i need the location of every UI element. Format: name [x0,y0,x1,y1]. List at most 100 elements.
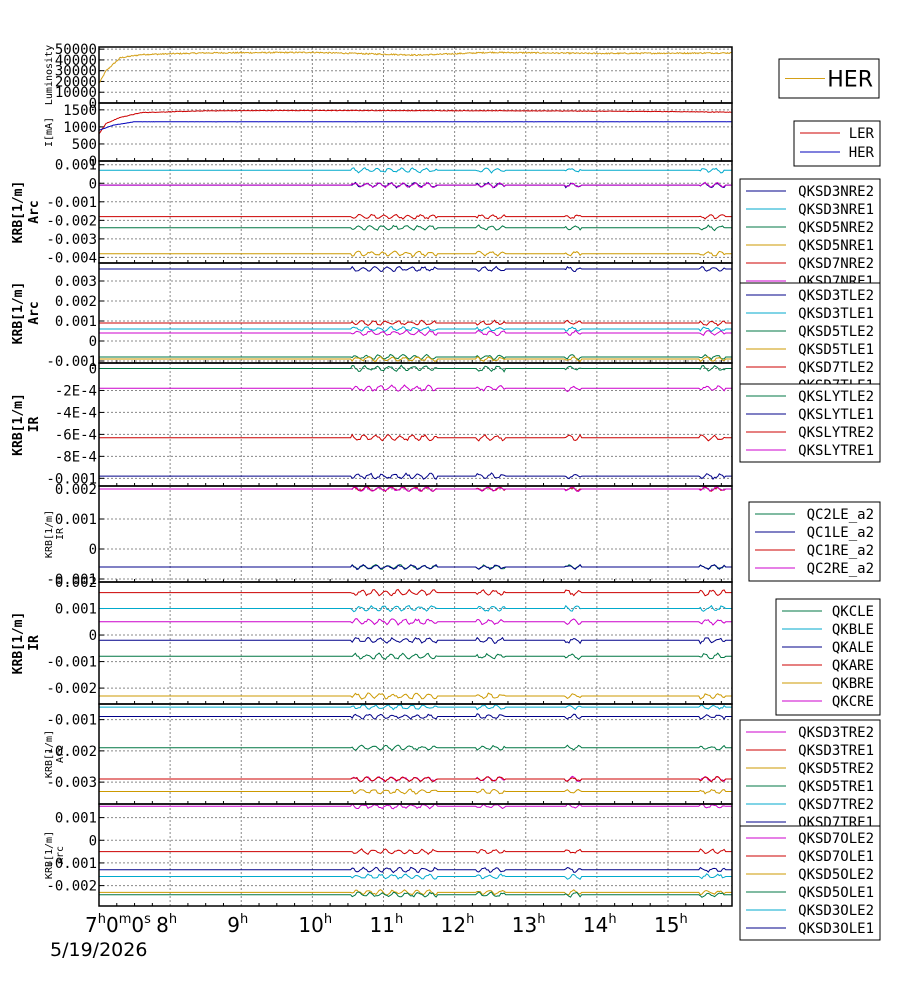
legend-label-qksd5ole2: QKSD5OLE2 [798,867,874,883]
series-line-qksd5nre2 [99,224,732,232]
series-line-qksd5nre1 [99,250,732,258]
y-tick-label: -8E-4 [55,449,97,465]
legend-label-qc2re-a2: QC2RE_a2 [807,561,874,577]
y-tick-label: -2E-4 [55,383,97,399]
y-tick-label: -0.001 [46,655,97,671]
legend-label-qksd5tle1: QKSD5TLE1 [798,342,874,358]
legend-krb-arc-4: QKSD7OLE2 QKSD7OLE1 QKSD5OLE2 QKSD5OLE1 QKSD… [739,825,881,941]
legend-label-qkslytle2: QKSLYTLE2 [798,389,874,405]
series-line-her [98,51,733,84]
legend-label-her: HER [849,145,875,161]
series-line-qksd3tre1 [99,776,732,783]
y-axis-label: KRB[1/m]Arc [11,282,42,345]
y-tick-label: 10000 [55,85,97,101]
legend-label-qkble: QKBLE [832,622,874,638]
series-line-qkale [99,636,732,645]
x-tick-label: 9h [227,912,248,937]
series-line-qksd5tle2 [99,353,732,361]
legend-label-qkslytre2: QKSLYTRE2 [798,425,874,441]
legend-box [739,178,881,294]
y-tick-label: 0 [89,833,97,849]
legend-label-qkale: QKALE [832,640,874,656]
series-line-qc2re-a2 [99,486,732,493]
series-line-qkslytle1 [99,472,732,480]
y-tick-label: 0 [89,154,97,170]
legend-krb-arc-1: QKSD3NRE2 QKSD3NRE1 QKSD5NRE2 QKSD5NRE1 QKSD… [739,178,881,294]
y-tick-label: -4E-4 [55,405,97,421]
y-tick-label: 0.001 [55,811,97,827]
series-line-qkslytre2 [99,433,732,442]
series-line-qksd3ole1 [99,866,732,874]
series-line-qkcle [99,652,732,661]
series-line-qksd3tle2 [99,265,732,273]
x-tick-label: 14h [583,912,617,937]
y-tick-label: -0.001 [46,195,97,211]
legend-label-qksd3ole2: QKSD3OLE2 [798,903,874,919]
legend-label-qksd3nre2: QKSD3NRE2 [798,184,874,200]
series-line-her [98,121,732,131]
y-tick-label: -0.001 [46,354,97,370]
legend-label-qkslytle1: QKSLYTLE1 [798,407,874,423]
legend-label-qksd5ole1: QKSD5OLE1 [798,885,874,901]
series-line-qc1le-a2 [99,563,732,571]
legend-box [775,598,881,716]
legend-label-qksd7tle2: QKSD7TLE2 [798,360,874,376]
y-tick-label: -6E-4 [55,427,97,443]
legend-label-qc2le-a2: QC2LE_a2 [807,507,874,523]
series-line-qksd7tre2 [99,703,732,711]
series-line-qksd5tle1 [99,355,732,363]
y-tick-label: 30000 [55,64,97,80]
legend-box [739,825,881,941]
y-tick-label: 1000 [63,120,97,136]
y-tick-label: 0.003 [55,274,97,290]
legend-krb-ir-3: QKCLE QKBLE QKALE QKARE QKBRE QKCRE [775,598,881,716]
y-tick-label: 0.002 [55,575,97,591]
series-line-qksd7tle1 [99,329,732,337]
y-tick-label: 0.002 [55,294,97,310]
y-axis-label: KRB[1/m]Arc [44,831,66,879]
series-line-ler [98,109,732,135]
legend-label-qksd3tle1: QKSD3TLE1 [798,306,874,322]
x-tick-label: 10h [298,912,332,937]
x-tick-label: 11h [369,912,403,937]
panel-krb-arc-2: -0.001 0 0.001 0.002 0.003 KRB[1/m]Arc [11,262,733,370]
legend-label-qkare: QKARE [832,658,874,674]
legend-krb-ir-2: QC2LE_a2 QC1LE_a2 QC1RE_a2 QC2RE_a2 [748,501,881,582]
plot-frame [98,160,733,264]
legend-label-qksd7tre2: QKSD7TRE2 [798,797,874,813]
series-line-qksd3nre1 [99,167,732,174]
y-axis-label: KRB[1/m]IR [44,510,66,558]
legend-box [739,719,881,835]
legend-label-qksd7nre2: QKSD7NRE2 [798,256,874,272]
series-line-qkcre [99,618,732,626]
legend-label-qksd3tre2: QKSD3TRE2 [798,725,874,741]
y-tick-label: 50000 [55,42,97,58]
legend-current: LER HER [793,120,881,167]
series-line-qksd7nre2 [99,213,732,220]
series-line-qksd7ole2 [99,802,732,810]
y-tick-label: -0.002 [46,744,97,760]
y-tick-label: -0.001 [46,713,97,729]
legend-label-qc1re-a2: QC1RE_a2 [807,543,874,559]
y-tick-label: -0.001 [46,471,97,487]
legend-luminosity: HER [778,58,880,99]
y-tick-label: 0 [89,628,97,644]
date-label: 5/19/2026 [50,939,147,961]
series-line-qksd7tre1 [99,713,732,720]
legend-box [739,282,881,398]
series-line-qksd7nre1 [99,181,732,189]
y-axis-label: KRB[1/m]Arc [11,181,42,244]
legend-box [739,383,881,463]
legend-label-qksd3nre1: QKSD3NRE1 [798,202,874,218]
y-axis-label: Luminosity [44,45,55,105]
legend-krb-arc-3: QKSD3TRE2 QKSD3TRE1 QKSD5TRE2 QKSD5TRE1 QKSD… [739,719,881,835]
y-tick-label: 0.002 [55,482,97,498]
legend-label-ler: LER [849,126,875,142]
legend-label-qkcre: QKCRE [832,694,874,710]
legend-krb-arc-2: QKSD3TLE2 QKSD3TLE1 QKSD5TLE2 QKSD5TLE1 QKSD… [739,282,881,398]
y-tick-label: 0 [89,176,97,192]
legend-label-qksd7ole2: QKSD7OLE2 [798,831,874,847]
